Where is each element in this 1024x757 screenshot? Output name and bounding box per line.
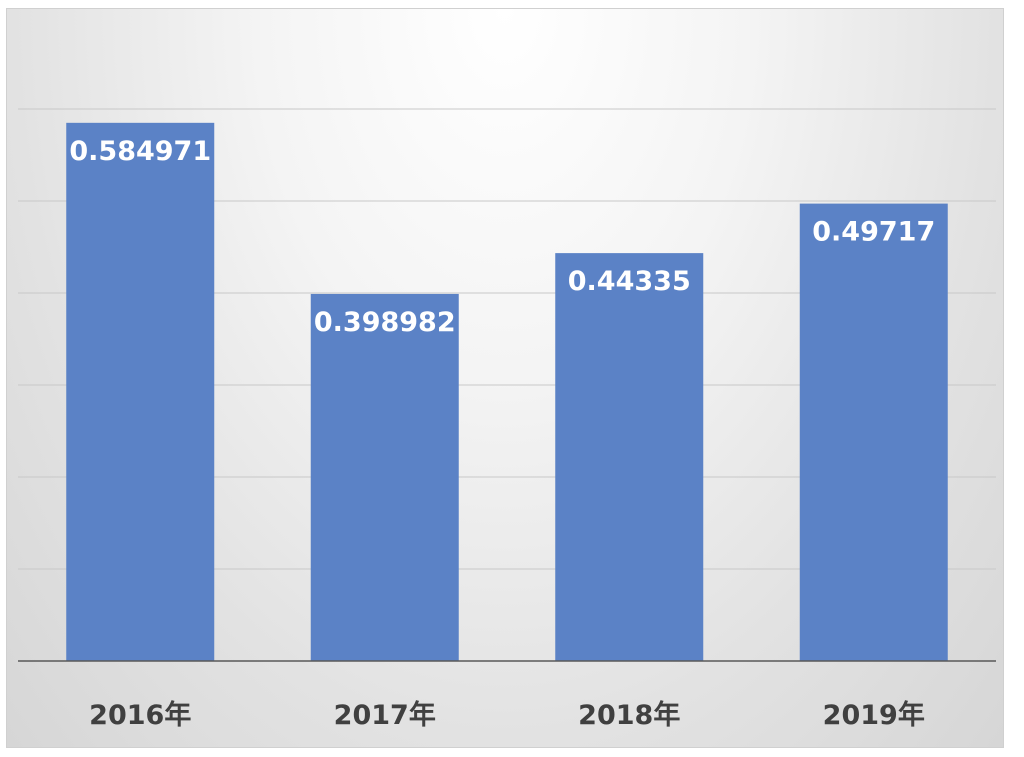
bar-2018 xyxy=(555,253,704,662)
bar-2019 xyxy=(799,203,948,661)
x-tick-label: 2018年 xyxy=(578,699,680,731)
x-tick-label: 2016年 xyxy=(89,699,191,731)
data-label: 0.584971 xyxy=(69,136,211,167)
bar-2017 xyxy=(310,293,459,661)
bar-2016 xyxy=(66,122,215,662)
data-label: 0.44335 xyxy=(568,266,691,297)
x-tick-label: 2019年 xyxy=(823,699,925,731)
data-label: 0.49717 xyxy=(812,217,935,248)
data-labels: 0.584971 0.398982 0.44335 0.49717 xyxy=(69,136,935,338)
x-tick-label: 2017年 xyxy=(334,699,436,731)
bars xyxy=(66,122,948,662)
category-labels: 2016年 2017年 2018年 2019年 xyxy=(89,699,925,731)
data-label: 0.398982 xyxy=(314,307,456,338)
